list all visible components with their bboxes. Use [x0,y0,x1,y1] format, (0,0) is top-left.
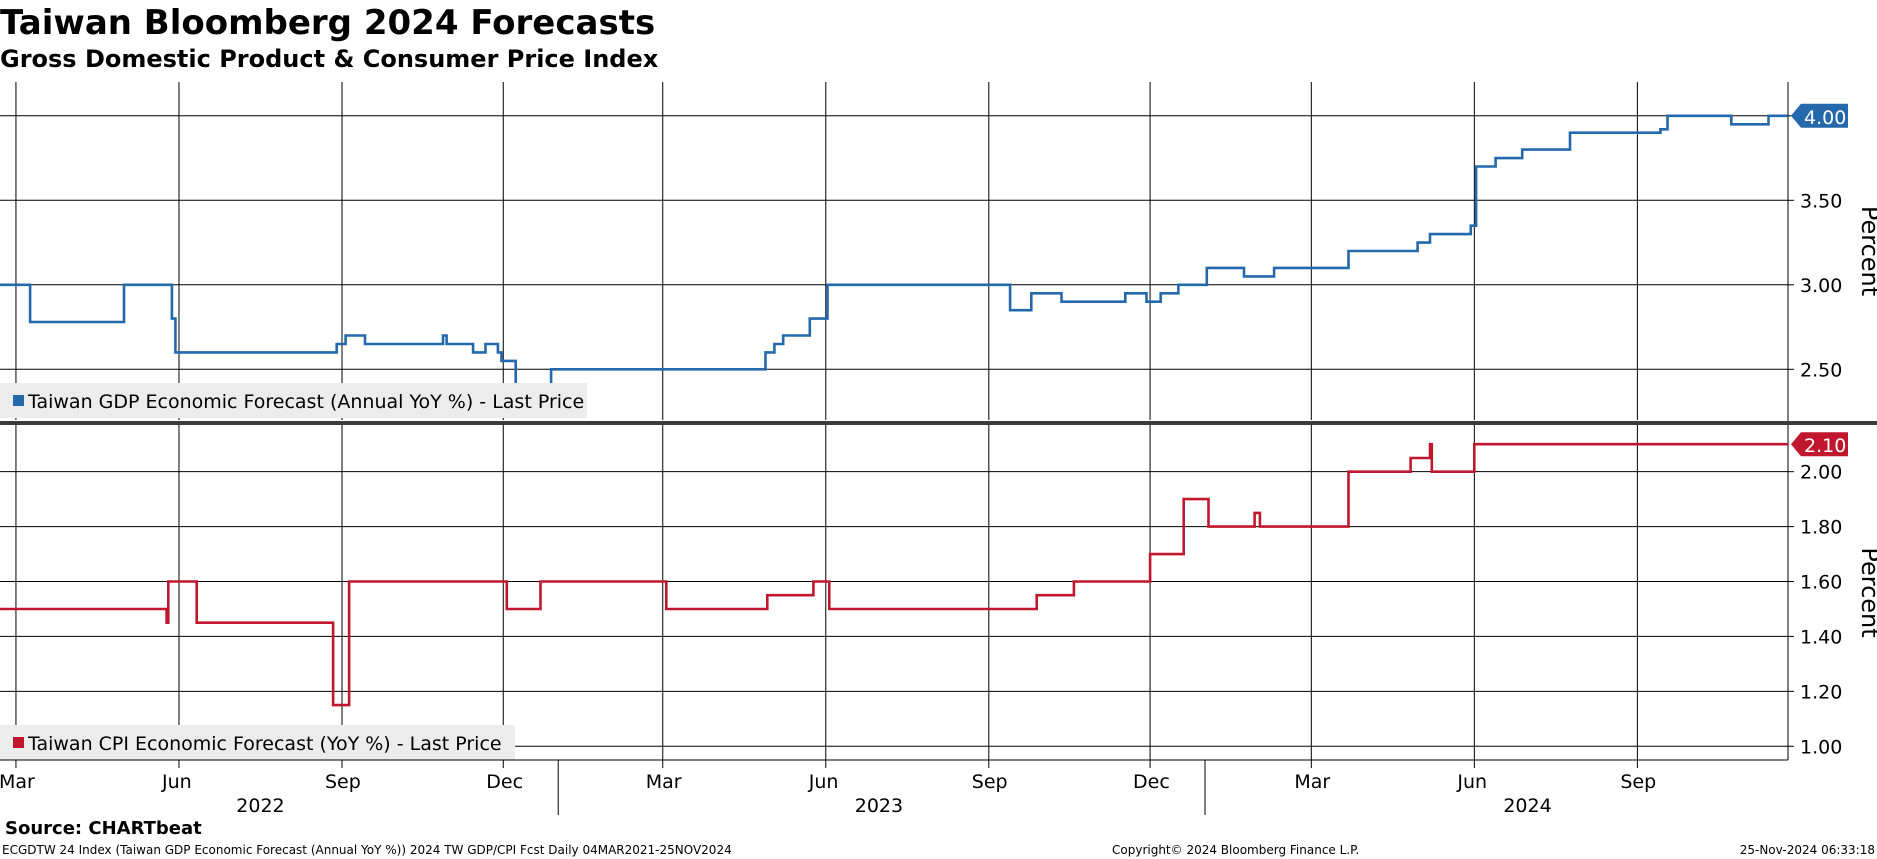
source-note: Source: CHARTbeat [5,818,202,839]
x-year-label: 2022 [236,795,284,817]
x-tick-label: Sep [1620,771,1656,793]
x-tick-label: Sep [972,771,1008,793]
last-value-tag-bg [1791,103,1848,128]
legend-swatch [13,737,24,748]
x-tick-label: Mar [1294,771,1330,793]
legend-swatch [13,395,24,406]
panel-separator [0,421,1877,425]
y-tick-label: 1.20 [1800,681,1842,703]
y-axis-title: Percent [1856,206,1877,296]
x-year-label: 2023 [855,795,903,817]
legend: Taiwan GDP Economic Forecast (Annual YoY… [0,383,587,418]
footer-timestamp: 25-Nov-2024 06:33:18 [1739,843,1875,857]
y-tick-label: 3.00 [1800,275,1842,297]
chart-subtitle: Gross Domestic Product & Consumer Price … [0,45,659,73]
y-tick-label: 1.40 [1800,626,1842,648]
x-tick-label: Sep [325,771,361,793]
y-tick-label: 1.60 [1800,572,1842,594]
last-value-tag: 4.00 [1791,103,1848,129]
footer-copyright: Copyright© 2024 Bloomberg Finance L.P. [1112,843,1360,857]
y-tick-label: 2.50 [1800,359,1842,381]
footer-ticker-description: ECGDTW 24 Index (Taiwan GDP Economic For… [2,843,732,857]
legend-label: Taiwan CPI Economic Forecast (YoY %) - L… [27,733,502,755]
x-tick-label: Jun [808,771,839,793]
last-value-tag: 2.10 [1791,432,1848,457]
y-tick-label: 1.80 [1800,517,1842,539]
last-value-tag-label: 2.10 [1804,435,1846,457]
y-axis-title: Percent [1856,547,1877,637]
series-line [0,114,1788,388]
x-tick-label: Dec [486,771,523,793]
chart-title: Taiwan Bloomberg 2024 Forecasts [0,3,656,43]
series-line [0,442,1788,707]
y-tick-label: 3.50 [1800,190,1842,212]
y-tick-label: 2.00 [1800,462,1842,484]
x-tick-label: Jun [1456,771,1487,793]
x-year-label: 2024 [1503,795,1551,817]
x-tick-label: Mar [0,771,35,793]
x-tick-label: Jun [161,771,192,793]
y-tick-label: 1.00 [1800,736,1842,758]
x-tick-label: Dec [1133,771,1170,793]
last-value-tag-bg [1791,432,1848,457]
legend-label: Taiwan GDP Economic Forecast (Annual YoY… [27,391,584,413]
legend-box [0,383,587,418]
last-value-tag-label: 4.00 [1804,107,1846,129]
legend-box [0,725,515,760]
legend: Taiwan CPI Economic Forecast (YoY %) - L… [0,725,515,760]
x-tick-label: Mar [646,771,682,793]
